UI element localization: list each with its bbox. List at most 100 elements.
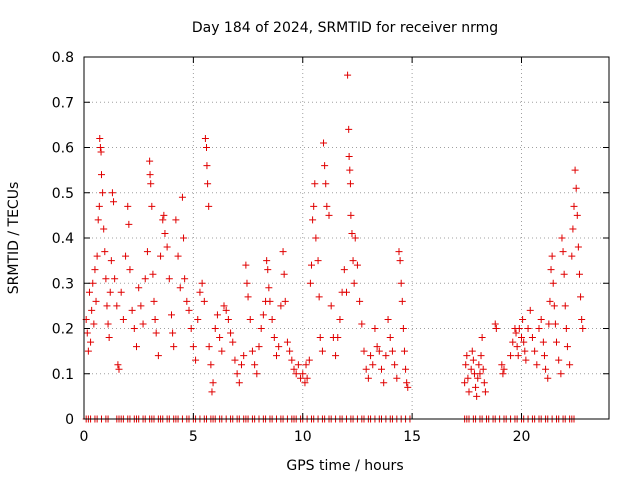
x-axis-label: GPS time / hours (286, 458, 403, 474)
data-point (248, 347, 256, 355)
data-point (547, 266, 555, 274)
x-tick-label: 15 (403, 429, 421, 445)
data-point (535, 325, 543, 332)
data-point (346, 166, 354, 174)
data-point (288, 356, 296, 364)
data-point (309, 216, 317, 224)
data-point (246, 315, 254, 323)
data-point (316, 334, 324, 342)
data-point (479, 365, 487, 373)
data-point (480, 379, 488, 387)
data-point (119, 315, 127, 323)
data-point (244, 293, 252, 301)
data-point (360, 347, 368, 355)
data-point (465, 388, 473, 396)
data-point (189, 343, 197, 351)
data-point (321, 162, 329, 170)
data-point (315, 293, 323, 301)
data-point (310, 202, 318, 210)
data-point (555, 356, 563, 364)
data-point (281, 297, 289, 305)
data-point (481, 388, 489, 396)
data-point (283, 338, 291, 346)
data-points (82, 71, 587, 423)
y-tick-label: 0.7 (52, 95, 74, 111)
data-point (204, 180, 212, 188)
data-point (108, 189, 116, 197)
data-point (105, 334, 113, 342)
data-point (336, 315, 344, 323)
data-point (396, 257, 404, 265)
data-point (393, 374, 401, 382)
data-point (208, 388, 216, 396)
data-point (521, 347, 529, 355)
data-point (378, 365, 385, 373)
data-point (157, 252, 165, 260)
data-point (397, 279, 405, 287)
data-point (509, 338, 517, 346)
data-point (492, 325, 500, 332)
data-point (251, 361, 259, 369)
data-point (477, 352, 485, 360)
data-point (101, 248, 109, 256)
data-point (150, 297, 158, 305)
data-point (163, 243, 171, 251)
data-point (311, 180, 319, 188)
data-point (524, 325, 532, 332)
data-point (579, 325, 587, 332)
data-point (380, 379, 388, 387)
data-point (286, 347, 294, 355)
data-point (468, 347, 476, 355)
data-point (169, 329, 177, 337)
data-point (207, 361, 215, 369)
data-point (126, 266, 134, 274)
data-point (99, 189, 107, 197)
data-point (548, 252, 556, 260)
data-point (545, 320, 553, 328)
data-point (467, 365, 475, 373)
data-point (340, 266, 348, 274)
data-point (563, 343, 571, 351)
data-point (117, 288, 125, 296)
data-point (196, 288, 204, 296)
data-point (399, 325, 407, 332)
data-point (557, 370, 565, 378)
data-point (302, 361, 310, 369)
data-point (353, 261, 361, 269)
data-point (301, 379, 309, 387)
data-point (280, 270, 288, 278)
data-point (233, 370, 241, 378)
data-point (522, 356, 530, 364)
data-point (243, 279, 251, 287)
data-point (203, 144, 210, 151)
data-point (122, 252, 130, 260)
data-point (205, 343, 213, 351)
data-point (292, 370, 300, 378)
data-point (146, 157, 154, 165)
data-point (275, 343, 283, 351)
data-point (507, 352, 515, 360)
data-point (264, 266, 272, 274)
data-point (515, 325, 523, 332)
data-point (297, 374, 305, 382)
data-point (322, 180, 330, 188)
data-point (139, 320, 147, 328)
data-point (85, 288, 93, 296)
data-point (165, 275, 173, 283)
data-point (97, 148, 105, 156)
data-point (347, 211, 355, 219)
data-point (472, 383, 480, 391)
data-point (526, 306, 534, 314)
data-point (551, 320, 559, 328)
data-point (570, 202, 578, 210)
data-point (358, 320, 366, 328)
data-point (520, 338, 528, 346)
data-point (192, 356, 200, 364)
data-point (141, 275, 149, 283)
data-point (371, 325, 379, 332)
data-point (384, 315, 392, 323)
data-point (106, 288, 114, 296)
data-point (514, 352, 522, 360)
data-point (104, 320, 112, 328)
